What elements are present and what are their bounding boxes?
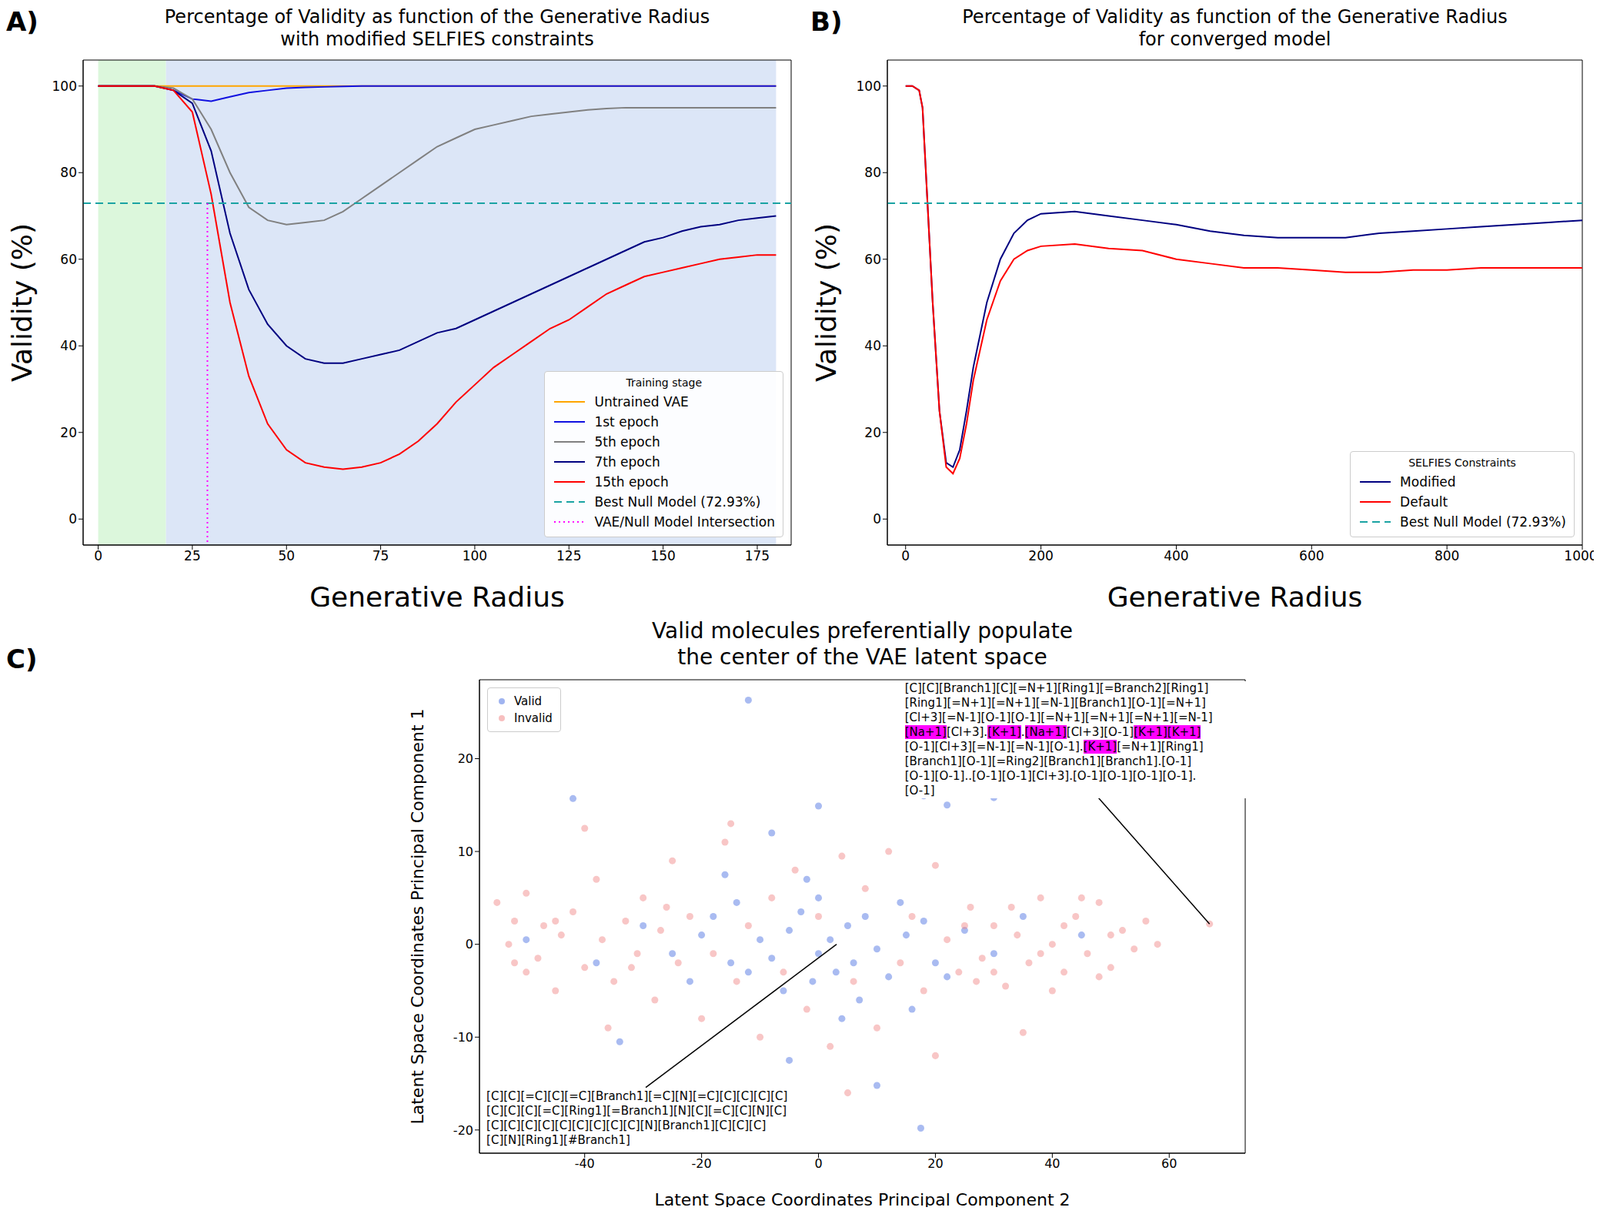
svg-text:20: 20 [927,1155,943,1171]
svg-text:Generative Radius: Generative Radius [309,581,565,607]
html-text:[Cl+3][=N-1][O-1][O-1][=N+1][=: [Cl+3][=N-1][O-1][O-1][=N+1][=N+1][=N+1]… [904,710,1213,725]
html-text:Valid molecules preferentially: Valid molecules preferentially populate … [651,617,1073,670]
html-text:Valid: Valid [514,694,542,709]
svg-text:20: 20 [864,424,882,441]
svg-text:60: 60 [864,251,882,268]
svg-text:200: 200 [1028,547,1053,564]
svg-text:175: 175 [744,547,770,564]
svg-text:0: 0 [68,511,77,527]
html-text:A): A) [6,6,39,37]
html-text:Percentage of Validity as func: Percentage of Validity as function of th… [962,6,1508,50]
svg-text:40: 40 [60,337,77,354]
svg-text:40: 40 [864,337,882,354]
svg-text:80: 80 [60,164,77,181]
svg-text:0: 0 [901,547,910,564]
html-text:[Branch1][O-1][=Ring2][Branch1: [Branch1][O-1][=Ring2][Branch1][Branch1]… [904,754,1192,769]
html-text:[O-1][O-1]..[O-1][O-1][Cl+3].[: [O-1][O-1]..[O-1][O-1][Cl+3].[O-1][O-1][… [904,768,1197,783]
html-text:[Ring1][=N+1][=N+1][=N-1][Bran: [Ring1][=N+1][=N+1][=N-1][Branch1][O-1][… [904,695,1206,710]
svg-text:-20: -20 [691,1155,712,1171]
html-text:5th epoch: 5th epoch [594,434,661,450]
svg-text:400: 400 [1163,547,1189,564]
html-text:B): B) [810,6,843,37]
svg-text:60: 60 [60,251,77,268]
html-text:Percentage of Validity as func: Percentage of Validity as function of th… [164,6,710,50]
html-text:Best Null Model (72.93%): Best Null Model (72.93%) [1399,514,1567,530]
svg-text:0: 0 [465,936,474,952]
html-text:[C][C][C][=C][Ring1][=Branch1]: [C][C][C][=C][Ring1][=Branch1][N][C][=C]… [486,1103,787,1118]
svg-text:-20: -20 [453,1122,474,1138]
svg-text:100: 100 [856,78,882,94]
html-text:[C][N][Ring1][#Branch1]: [C][N][Ring1][#Branch1] [486,1132,631,1147]
html-text:VAE/Null Model Intersection: VAE/Null Model Intersection [594,514,775,530]
svg-text:10: 10 [457,844,474,859]
svg-text:0: 0 [93,547,103,564]
svg-text:80: 80 [864,164,882,181]
svg-text:20: 20 [457,751,474,766]
svg-text:Validity (%): Validity (%) [6,223,38,382]
html-text:[Na+1] [Cl+3]. [K+1]. [Na+1] [: [Na+1] [Cl+3]. [K+1]. [Na+1] [Cl+3][O-1]… [904,725,1201,739]
html-text:Best Null Model (72.93%): Best Null Model (72.93%) [594,494,761,510]
html-text:[C][C][Branch1][C][=N+1][Ring1: [C][C][Branch1][C][=N+1][Ring1][=Branch2… [904,681,1209,696]
svg-text:Validity (%): Validity (%) [810,223,842,382]
svg-text:60: 60 [1161,1155,1177,1171]
html-text:Default: Default [1399,494,1448,510]
html-text:SELFIES Constraints: SELFIES Constraints [1408,456,1517,469]
svg-text:25: 25 [183,547,201,564]
svg-text:40: 40 [1044,1155,1060,1171]
svg-text:-40: -40 [574,1155,595,1171]
html-text:Invalid: Invalid [514,711,553,725]
html-text:[C][C][=C][C][=C][Branch1][=C]: [C][C][=C][C][=C][Branch1][=C][N][=C][C]… [486,1088,788,1103]
svg-text:Latent Space Coordinates Princ: Latent Space Coordinates Principal Compo… [407,708,428,1124]
svg-text:125: 125 [556,547,582,564]
svg-text:100: 100 [52,78,77,94]
svg-text:600: 600 [1299,547,1324,564]
svg-text:0: 0 [814,1155,822,1171]
html-text:Untrained VAE: Untrained VAE [594,394,689,410]
svg-text:0: 0 [872,511,882,527]
svg-text:800: 800 [1434,547,1460,564]
svg-text:1000: 1000 [1563,547,1594,564]
html-text:[O-1][Cl+3][=N-1][=N-1][O-1].: [O-1][Cl+3][=N-1][=N-1][O-1]. [K+1] [=N+… [904,739,1204,754]
svg-text:Generative Radius: Generative Radius [1107,581,1363,607]
svg-text:100: 100 [462,547,488,564]
html-text:15th epoch: 15th epoch [594,474,669,490]
svg-text:-10: -10 [453,1029,474,1045]
html-text:Modified: Modified [1399,474,1456,490]
html-text:C): C) [6,643,38,675]
html-text:[C][C][C][C][C][C][C][C][C][N]: [C][C][C][C][C][C][C][C][C][N][Branch1][… [486,1117,766,1132]
html-text:[O-1]: [O-1] [904,783,935,798]
html-text:1st epoch: 1st epoch [594,414,659,430]
html-text:7th epoch: 7th epoch [594,454,661,470]
html-text:Training stage: Training stage [625,376,702,389]
svg-text:150: 150 [650,547,675,564]
svg-text:50: 50 [277,547,295,564]
svg-text:75: 75 [372,547,390,564]
svg-text:Latent Space Coordinates Princ: Latent Space Coordinates Principal Compo… [654,1189,1070,1207]
svg-text:20: 20 [60,424,77,441]
